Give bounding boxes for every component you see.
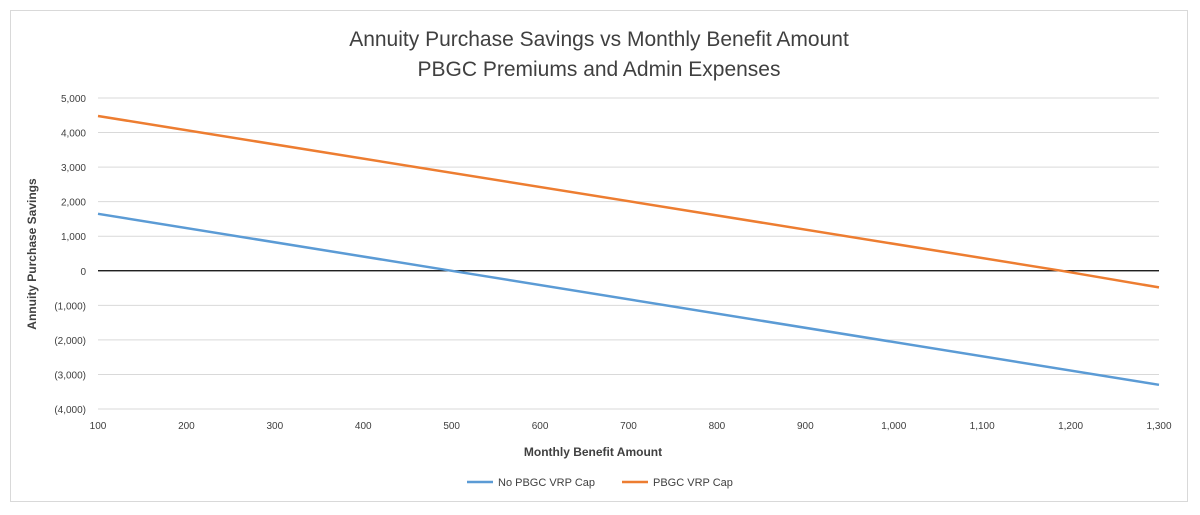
gridlines (98, 97, 1159, 410)
x-tick-label: 600 (532, 421, 549, 432)
series-lines (97, 114, 1160, 387)
x-tick-label: 700 (620, 421, 637, 432)
x-tick-label: 1,200 (1058, 421, 1083, 432)
x-tick-label: 500 (443, 421, 460, 432)
y-tick-label: 0 (80, 267, 86, 278)
y-tick-label: 5,000 (61, 94, 86, 105)
x-tick-label: 400 (355, 421, 372, 432)
legend-label-0: No PBGC VRP Cap (498, 477, 595, 489)
x-tick-label: 300 (266, 421, 283, 432)
series-line-0 (97, 212, 1160, 387)
y-tick-label: 4,000 (61, 129, 86, 140)
chart-title: Annuity Purchase Savings vs Monthly Bene… (349, 28, 849, 51)
x-tick-label: 1,300 (1146, 421, 1171, 432)
legend: No PBGC VRP Cap PBGC VRP Cap (467, 477, 733, 489)
y-tick-label: (4,000) (54, 405, 86, 416)
x-axis-ticks: 100 200 300 400 500 600 700 800 900 1,000 1,100 1,2… (90, 421, 1172, 432)
x-tick-label: 100 (90, 421, 107, 432)
x-axis-title: Monthly Benefit Amount (524, 445, 662, 459)
y-axis-ticks: 5,000 4,000 3,000 2,000 1,000 0 (1,000) (2,000)… (54, 94, 86, 416)
y-axis-title: Annuity Purchase Savings (25, 178, 39, 330)
chart-subtitle: PBGC Premiums and Admin Expenses (418, 58, 781, 81)
y-tick-label: (2,000) (54, 336, 86, 347)
x-tick-label: 200 (178, 421, 195, 432)
x-tick-label: 800 (709, 421, 726, 432)
x-tick-label: 900 (797, 421, 814, 432)
y-tick-label: (1,000) (54, 301, 86, 312)
y-tick-label: 2,000 (61, 198, 86, 209)
chart-frame (10, 10, 1188, 502)
x-tick-label: 1,000 (881, 421, 906, 432)
y-tick-label: 1,000 (61, 232, 86, 243)
legend-label-1: PBGC VRP Cap (653, 477, 733, 489)
x-tick-label: 1,100 (970, 421, 995, 432)
y-tick-label: (3,000) (54, 370, 86, 381)
y-tick-label: 3,000 (61, 163, 86, 174)
series-line-1 (97, 114, 1160, 289)
